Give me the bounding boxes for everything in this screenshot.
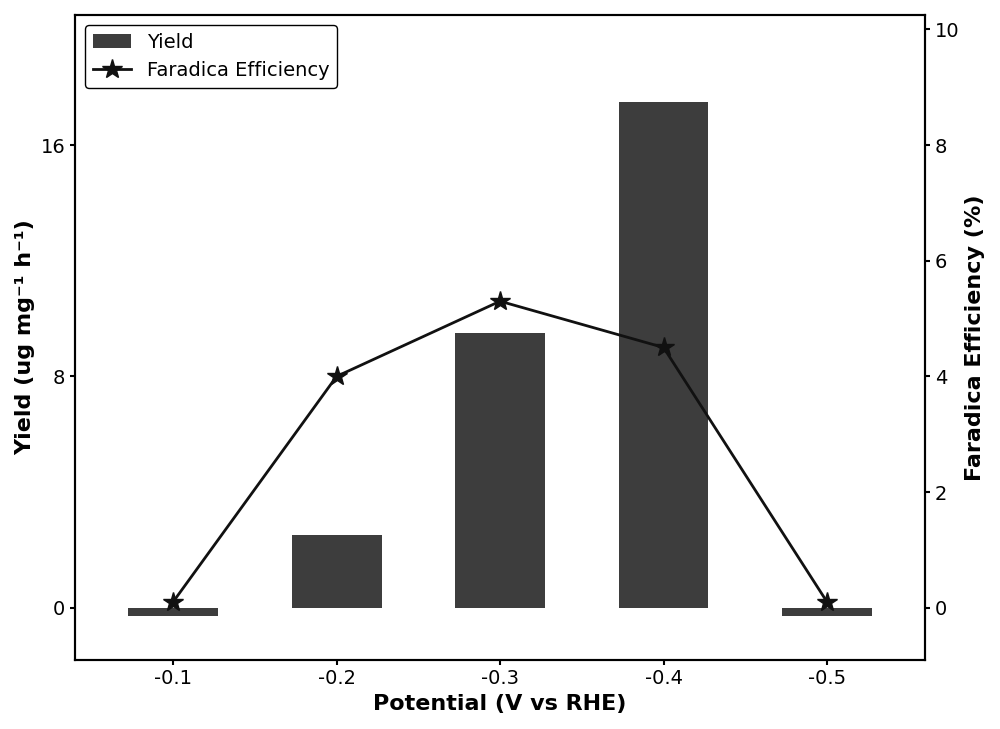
Faradica Efficiency [821, 598, 833, 607]
Faradica Efficiency [494, 297, 506, 305]
Bar [782, 608, 872, 616]
Bar [455, 333, 545, 608]
Line: Faradica Efficiency: Faradica Efficiency [163, 291, 837, 612]
Y-axis label: Yield (ug mg⁻¹ h⁻¹): Yield (ug mg⁻¹ h⁻¹) [15, 219, 35, 455]
Bar [128, 608, 218, 616]
Y-axis label: Faradica Efficiency (%): Faradica Efficiency (%) [965, 194, 985, 480]
Bar [619, 102, 708, 608]
Faradica Efficiency [658, 343, 670, 352]
Legend: Yield, Faradica Efficiency: Yield, Faradica Efficiency [85, 25, 337, 88]
Faradica Efficiency [331, 372, 343, 381]
Bar [292, 535, 382, 608]
Faradica Efficiency [167, 598, 179, 607]
X-axis label: Potential (V vs RHE): Potential (V vs RHE) [373, 694, 627, 714]
